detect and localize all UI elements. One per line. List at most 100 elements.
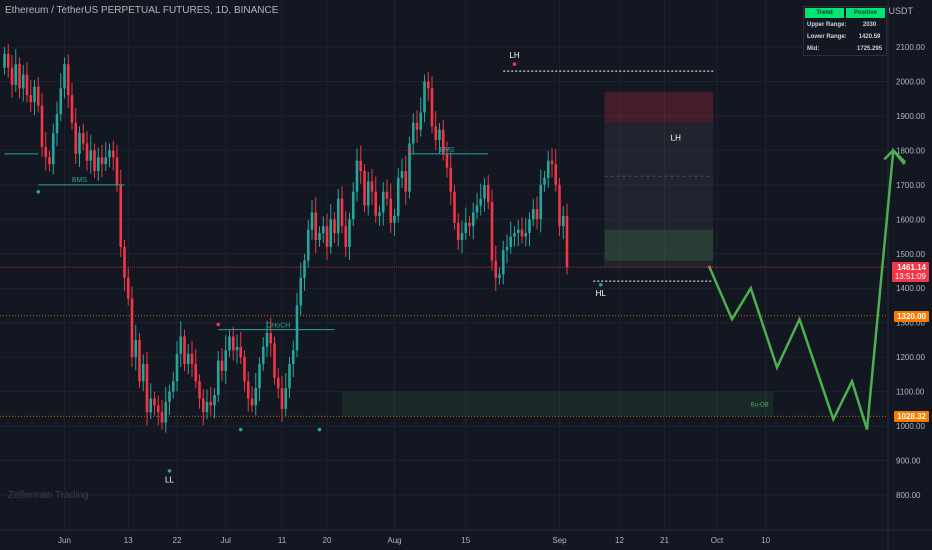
candle-body [318, 233, 321, 240]
x-tick-label: Jul [221, 536, 231, 545]
x-tick-label: 10 [761, 536, 770, 545]
level-tag-1320: 1320.00 [894, 311, 929, 322]
candle-body [250, 398, 254, 406]
candle-body [423, 81, 426, 113]
candle-body [216, 360, 220, 396]
candle-body [426, 81, 430, 89]
candle-body [138, 339, 141, 382]
candle-body [29, 95, 33, 103]
candle-body [246, 381, 250, 399]
candle-body [333, 219, 336, 234]
candle-body [48, 157, 51, 165]
projection-arrowhead [883, 148, 907, 164]
bullish-order-block [342, 391, 774, 416]
candle-body [535, 208, 539, 220]
candle-body [273, 343, 276, 378]
candle-body [115, 157, 119, 185]
candle-body [63, 64, 66, 89]
candle-body [498, 274, 501, 278]
candle-body [14, 64, 18, 85]
upper-range-label: Upper Range: [807, 22, 847, 28]
x-tick-label: 15 [461, 536, 470, 545]
candle-body [374, 191, 378, 216]
candle-body [303, 260, 306, 278]
candle-body [78, 133, 81, 154]
candle-body [295, 305, 299, 351]
candle-body [509, 236, 513, 247]
candle-body [479, 198, 483, 206]
x-tick-label: 13 [124, 536, 133, 545]
candle-body [501, 250, 505, 275]
mid-value: 1725.295 [857, 46, 883, 52]
trend-head-value: Positive [846, 8, 885, 18]
chart-title: Ethereum / TetherUS PERPETUAL FUTURES, 1… [5, 5, 279, 16]
candle-body [134, 339, 138, 358]
candle-body [411, 122, 415, 144]
candle-body [531, 208, 535, 220]
candle-body [314, 212, 318, 240]
candle-body [561, 215, 565, 227]
y-tick-label: 2100.00 [896, 43, 925, 52]
trend-info-table: Trend Positive Upper Range: 2030 Lower R… [803, 6, 887, 56]
candle-body [265, 333, 269, 347]
x-tick-label: 11 [278, 536, 287, 545]
candle-body [85, 143, 89, 161]
candle-body [108, 150, 111, 158]
candle-body [164, 401, 168, 423]
candle-body [220, 360, 224, 371]
candle-body [456, 222, 460, 240]
bms-label-1: BMS [72, 177, 88, 184]
candle-body [171, 381, 175, 392]
candle-body [355, 160, 359, 192]
y-tick-label: 2000.00 [896, 77, 925, 86]
candle-body [160, 412, 164, 423]
candle-body [284, 388, 288, 409]
candle-body [59, 88, 63, 115]
candle-body [539, 184, 543, 220]
upper-range-value: 2030 [862, 22, 877, 28]
candle-body [494, 260, 498, 278]
candle-body [36, 86, 40, 106]
candle-body [366, 181, 370, 206]
candle-body [145, 364, 149, 413]
current-price-value: 1461.14 [897, 263, 926, 272]
candle-body [453, 191, 456, 223]
lh-label-1: LH [509, 51, 519, 60]
demand-zone [604, 229, 714, 261]
candle-body [430, 88, 434, 127]
upper-range-row: Upper Range: 2030 [804, 19, 886, 31]
candle-body [550, 160, 554, 165]
candle-body [408, 143, 411, 192]
lower-range-value: 1420.59 [858, 34, 881, 40]
swing-high-dot [407, 148, 412, 153]
candle-body [445, 153, 449, 168]
x-tick-label: 20 [323, 536, 332, 545]
x-tick-label: 21 [660, 536, 669, 545]
lower-range-label: Lower Range: [807, 34, 847, 40]
y-tick-label: 1900.00 [896, 112, 925, 121]
candle-body [55, 114, 59, 134]
candle-body [381, 191, 385, 213]
candle-body [126, 277, 130, 299]
candle-body [389, 198, 393, 223]
choch-label: CHoCH [266, 323, 290, 330]
candle-body [153, 398, 156, 406]
candle-body [370, 181, 374, 192]
candle-body [149, 398, 153, 413]
candle-body [520, 229, 524, 237]
candle-body [104, 157, 108, 165]
candle-body [468, 222, 471, 227]
candle-body [441, 129, 445, 154]
mid-row: Mid: 1725.295 [804, 43, 886, 55]
candle-body [51, 133, 55, 165]
candle-body [44, 146, 48, 158]
candle-body [475, 205, 479, 213]
level-tag-1028: 1028.32 [894, 411, 929, 422]
candle-body [269, 333, 273, 344]
current-price-tag: 1461.14 13:51:09 [891, 262, 929, 282]
candle-body [546, 160, 550, 178]
candle-body [565, 215, 569, 268]
candle-body [123, 246, 126, 278]
candle-body [261, 346, 265, 365]
